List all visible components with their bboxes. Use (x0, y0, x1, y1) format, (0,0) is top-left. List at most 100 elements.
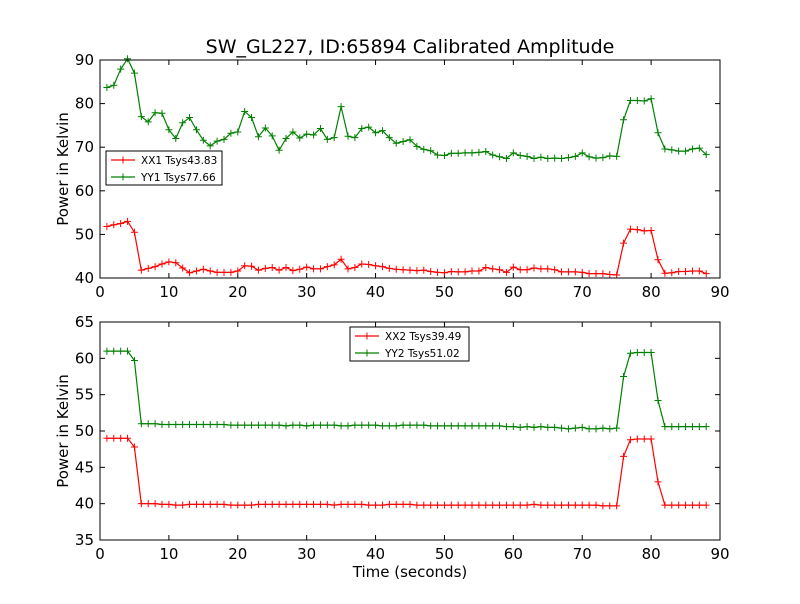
data-point (571, 501, 579, 509)
data-point (227, 421, 235, 429)
data-point (626, 225, 634, 233)
y-tick-label: 70 (75, 138, 94, 156)
data-point (365, 421, 373, 429)
data-point (613, 502, 621, 510)
data-point (130, 228, 138, 236)
data-point (702, 151, 710, 159)
plot-frame (99, 321, 721, 541)
legend-label: YY2 Tsys51.02 (384, 348, 460, 360)
data-point (502, 423, 510, 431)
data-point (454, 268, 462, 276)
data-point (103, 347, 111, 355)
data-point (316, 124, 324, 132)
data-point (330, 261, 338, 269)
data-point (130, 69, 138, 77)
data-point (192, 500, 200, 508)
data-point (578, 423, 586, 431)
data-point (110, 434, 118, 442)
data-point (103, 83, 111, 91)
data-point (640, 227, 648, 235)
data-point (406, 266, 414, 274)
data-point (599, 270, 607, 278)
data-point (117, 347, 125, 355)
data-point (158, 500, 166, 508)
data-point (241, 262, 249, 270)
data-point (585, 425, 593, 433)
data-point (647, 349, 655, 357)
y-tick-label: 60 (75, 182, 94, 200)
legend-label: YY1 Tsys77.66 (140, 172, 216, 184)
data-point (241, 421, 249, 429)
data-point (633, 435, 641, 443)
data-point (261, 264, 269, 272)
data-point (578, 149, 586, 157)
y-tick-label: 55 (75, 386, 94, 404)
data-point (551, 501, 559, 509)
data-point (633, 349, 641, 357)
data-point (475, 148, 483, 156)
data-point (468, 267, 476, 275)
data-point (447, 501, 455, 509)
data-point (186, 420, 194, 428)
data-point (613, 271, 621, 279)
data-point (117, 65, 125, 73)
data-point (661, 269, 669, 277)
data-point (289, 267, 297, 275)
data-point (137, 500, 145, 508)
data-point (303, 263, 311, 271)
data-point (227, 501, 235, 509)
data-point (647, 95, 655, 103)
data-point (440, 422, 448, 430)
data-point (558, 268, 566, 276)
data-point (220, 500, 228, 508)
data-point (509, 263, 517, 271)
data-point (117, 220, 125, 227)
data-point (151, 109, 159, 117)
data-point (406, 136, 414, 144)
data-point (454, 501, 462, 509)
data-point (248, 501, 256, 509)
data-point (289, 421, 297, 429)
data-point (117, 434, 125, 442)
data-point (165, 420, 173, 428)
legend-marker (363, 349, 371, 357)
data-point (461, 501, 469, 509)
data-point (234, 267, 242, 275)
data-point (668, 501, 676, 509)
data-point (213, 420, 221, 428)
data-point (434, 501, 442, 509)
data-point (640, 349, 648, 357)
data-point (186, 114, 194, 122)
data-point (606, 425, 614, 433)
data-point (172, 501, 180, 509)
data-point (537, 265, 545, 273)
data-point (434, 268, 442, 276)
data-point (427, 501, 435, 509)
data-point (303, 130, 311, 138)
data-point (186, 500, 194, 508)
data-point (220, 135, 228, 143)
data-point (130, 357, 138, 365)
data-point (695, 501, 703, 509)
data-point (482, 422, 490, 430)
data-point (192, 126, 200, 134)
data-point (661, 501, 669, 509)
data-point (633, 226, 641, 234)
data-point (399, 500, 407, 508)
data-point (344, 500, 352, 508)
x-tick-label: 0 (95, 283, 105, 301)
data-point (337, 422, 345, 430)
data-point (688, 145, 696, 153)
data-point (192, 420, 200, 428)
data-point (268, 132, 276, 140)
data-point (668, 146, 676, 154)
data-point (144, 420, 152, 428)
data-point (303, 422, 311, 430)
data-point (626, 436, 634, 444)
data-point (275, 421, 283, 429)
legend-box (105, 150, 223, 186)
bottom-panel: 0 10 20 30 40 50 60 70 80 90 35 40 45 50 55 60 65 Power i… (54, 313, 730, 581)
x-tick-label: 20 (228, 545, 247, 563)
data-point (509, 149, 517, 157)
data-point (702, 423, 710, 431)
